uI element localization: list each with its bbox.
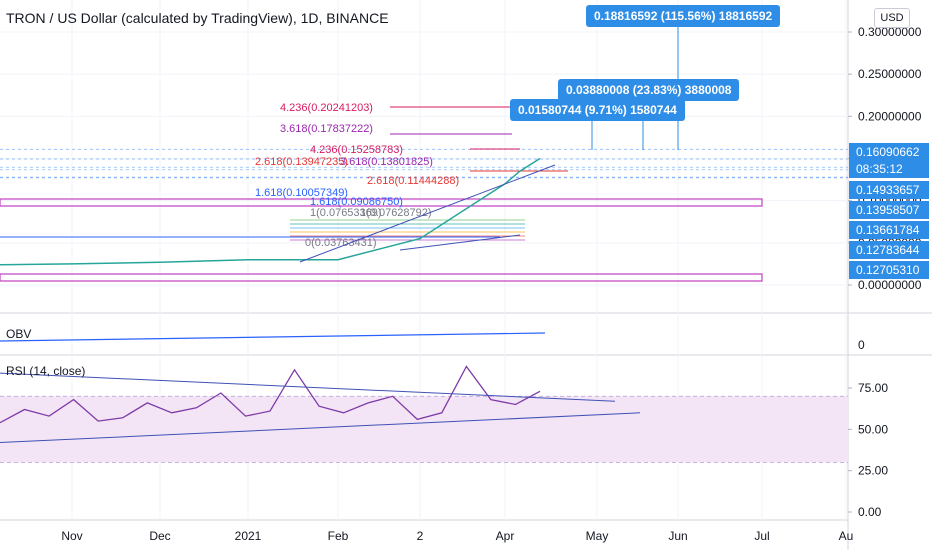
obv-label: OBV	[6, 327, 32, 341]
price-level-badge	[849, 241, 929, 259]
measure-callout-1: 0.18816592 (115.56%) 18816592	[586, 5, 781, 27]
price-series-line	[0, 157, 541, 266]
obv-axis-tick: 0	[858, 338, 865, 352]
price-level-label: 0.13958507	[856, 203, 920, 217]
rsi-trend-line	[0, 412, 641, 444]
price-tick-label: 0.30000000	[858, 25, 922, 39]
time-axis-label: Au	[839, 529, 854, 543]
price-tick-label: 0.20000000	[858, 109, 922, 123]
price-level-badge	[849, 201, 929, 219]
fib-label: 4.236(0.15258783)	[310, 144, 403, 156]
rsi-line	[0, 365, 541, 424]
rsi-label: RSI (14, close)	[6, 364, 86, 378]
chart-title: TRON / US Dollar (calculated by TradingV…	[6, 10, 389, 26]
price-level-label: 0.12705310	[856, 263, 920, 277]
price-level-badge	[849, 160, 929, 178]
time-axis-label: 2021	[235, 529, 262, 543]
price-level-badge	[849, 261, 929, 279]
fib-label: 2.618(0.11444288)	[367, 175, 459, 187]
time-axis-label: 2	[417, 529, 424, 543]
price-level-badge	[849, 143, 929, 161]
rsi-tick-label: 25.00	[858, 464, 888, 478]
time-axis-label: Feb	[328, 529, 349, 543]
measure-callout-3: 0.01580744 (9.71%) 1580744	[510, 99, 685, 121]
price-level-label: 0.16090662	[856, 145, 920, 159]
time-axis-label: Apr	[496, 529, 515, 543]
measure-callout-2: 0.03880008 (23.83%) 3880008	[558, 79, 740, 101]
time-axis-label: Dec	[149, 529, 170, 543]
time-axis-label: Jun	[668, 529, 687, 543]
fib-label: 4.236(0.20241203)	[280, 102, 373, 114]
fib-label: 1.618(0.10057349)	[255, 187, 348, 199]
fib-label: 3.618(0.13801825)	[340, 156, 433, 168]
trend-line	[299, 164, 556, 263]
fib-label: 1.618(0.09086750)	[310, 196, 403, 208]
rsi-trend-line	[0, 372, 616, 402]
highlight-rectangle	[0, 273, 763, 282]
fib-label: 2.618(0.13947235)	[255, 156, 348, 168]
fib-label: 0(0.03763431)	[305, 237, 377, 249]
price-level-badge	[849, 221, 929, 239]
price-tick-label: 0.00000000	[858, 278, 922, 292]
price-level-label: 0.14933657	[856, 183, 920, 197]
price-tick-label: 0.25000000	[858, 67, 922, 81]
trend-line	[399, 234, 521, 251]
time-axis-label: Nov	[61, 529, 82, 543]
price-level-label: 0.13661784	[856, 223, 920, 237]
fib-label: 1(0.07653369)	[310, 207, 382, 219]
currency-button[interactable]: USD	[874, 8, 910, 28]
price-level-badge	[849, 181, 929, 199]
price-level-label: 0.12783644	[856, 243, 920, 257]
time-axis-label: Jul	[754, 529, 769, 543]
rsi-band	[0, 396, 848, 463]
rsi-tick-label: 0.00	[858, 505, 882, 519]
price-level-label: 08:35:12	[856, 162, 903, 176]
time-axis-label: May	[586, 529, 609, 543]
rsi-tick-label: 50.00	[858, 422, 888, 436]
fib-label: 3.618(0.17837222)	[280, 123, 373, 135]
obv-line	[0, 332, 546, 342]
rsi-tick-label: 75.00	[858, 381, 888, 395]
highlight-rectangle	[0, 198, 763, 207]
fib-label: 1(0.07628792)	[360, 207, 432, 219]
